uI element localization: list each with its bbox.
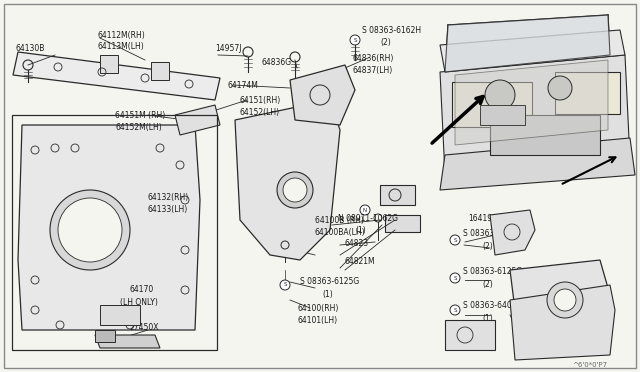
Text: (1): (1) [322,291,333,299]
Circle shape [485,80,515,110]
Text: 64152(LH): 64152(LH) [240,108,280,116]
Polygon shape [490,210,535,255]
Circle shape [58,198,122,262]
Text: (2): (2) [482,280,493,289]
Polygon shape [440,55,630,175]
Bar [452,82,532,127]
Text: 64152M(LH): 64152M(LH) [115,122,162,131]
Text: 64100B (RH): 64100B (RH) [315,215,364,224]
Bar [490,115,600,155]
Polygon shape [385,215,420,232]
Polygon shape [18,125,200,330]
Text: ^6'0*0'P7: ^6'0*0'P7 [572,362,607,368]
Text: 64836(RH): 64836(RH) [353,54,394,62]
Text: (2): (2) [380,38,391,46]
Polygon shape [100,305,140,325]
Text: 27450X: 27450X [130,324,159,333]
Text: S 08363-6125G: S 08363-6125G [463,267,522,276]
Polygon shape [440,138,635,190]
Circle shape [548,76,572,100]
Text: S 08363-6162H: S 08363-6162H [362,26,421,35]
Text: 64133(LH): 64133(LH) [148,205,188,214]
Polygon shape [510,260,610,340]
Text: S: S [353,38,356,42]
Text: (RH ONLY): (RH ONLY) [118,336,157,344]
Text: 64100(RH): 64100(RH) [298,304,339,312]
Text: 14957J: 14957J [215,44,241,52]
Text: 64130B: 64130B [15,44,44,52]
Text: 64836G: 64836G [262,58,292,67]
Polygon shape [290,65,355,125]
Text: 64101(LH): 64101(LH) [298,315,338,324]
Text: 64151(RH): 64151(RH) [240,96,281,105]
Circle shape [277,172,313,208]
Polygon shape [440,30,625,72]
Circle shape [450,305,460,315]
Circle shape [280,280,290,290]
Text: S: S [284,282,287,288]
Text: S: S [453,308,457,312]
Text: S 08363-6405D: S 08363-6405D [463,301,522,310]
Bar [95,330,115,342]
Polygon shape [235,100,340,260]
Circle shape [360,205,370,215]
Text: 64112M(RH): 64112M(RH) [97,31,145,39]
Circle shape [547,282,583,318]
Text: 14952: 14952 [512,327,536,337]
Text: 64132(RH): 64132(RH) [148,192,189,202]
Polygon shape [445,15,610,72]
Bar [445,320,495,350]
Polygon shape [380,185,415,205]
Circle shape [283,178,307,202]
Text: (LH ONLY): (LH ONLY) [120,298,158,307]
Text: N: N [363,208,367,212]
Polygon shape [455,60,608,145]
Circle shape [554,289,576,311]
Polygon shape [175,105,220,135]
Text: S: S [453,276,457,280]
Bar [151,62,169,80]
Bar [480,105,525,125]
Text: (2): (2) [482,241,493,250]
Text: (1): (1) [355,225,365,234]
Bar [555,72,620,114]
Text: S 08363-6165G: S 08363-6165G [463,228,522,237]
Text: 64113M(LH): 64113M(LH) [97,42,144,51]
Text: 64837(LH): 64837(LH) [353,65,393,74]
Polygon shape [13,52,220,100]
Text: S: S [453,237,457,243]
Circle shape [50,190,130,270]
Text: 16419M: 16419M [468,214,499,222]
Text: S 08363-6125G: S 08363-6125G [300,278,359,286]
Polygon shape [95,335,160,348]
Text: 64151M (RH): 64151M (RH) [115,110,165,119]
Polygon shape [510,285,615,360]
Text: (1): (1) [482,314,493,323]
Text: 64135: 64135 [445,327,469,337]
Circle shape [450,235,460,245]
Text: 64174M: 64174M [228,80,259,90]
Text: N 08911-1062G: N 08911-1062G [338,214,398,222]
Text: 64821M: 64821M [345,257,376,266]
Circle shape [450,273,460,283]
Circle shape [350,35,360,45]
Text: 64100BA(LH): 64100BA(LH) [315,228,365,237]
Bar [12,115,217,350]
Text: 64170: 64170 [130,285,154,295]
Bar [100,55,118,73]
Text: 64823: 64823 [345,240,369,248]
